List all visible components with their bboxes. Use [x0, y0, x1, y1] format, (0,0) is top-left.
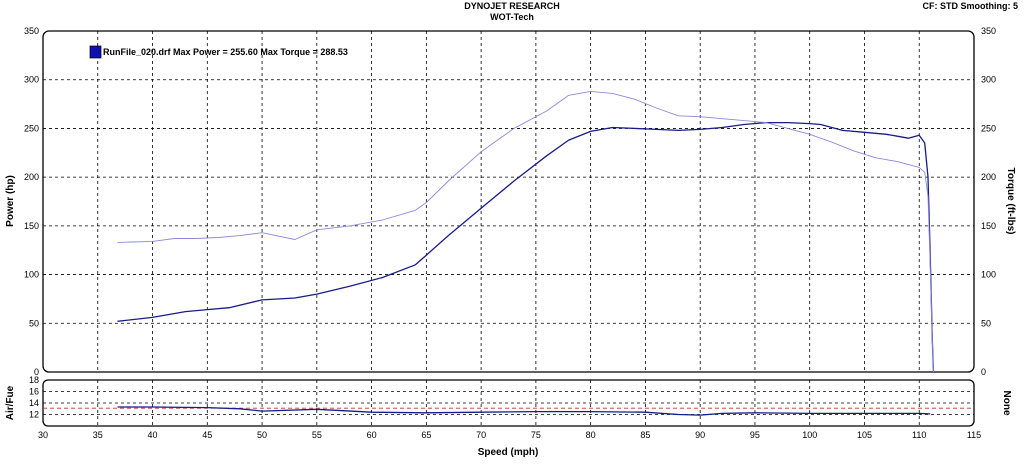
torque-tick-label: 0	[981, 367, 986, 377]
speed-tick-label: 115	[967, 430, 981, 440]
series-line-air-fuel	[117, 406, 931, 416]
speed-tick-label: 110	[912, 430, 926, 440]
power-tick-label: 200	[24, 172, 39, 182]
power-tick-label: 350	[24, 26, 39, 36]
speed-tick-label: 50	[257, 430, 267, 440]
torque-axis-ticks: 0 50 100 150 200 250 300 350	[981, 26, 996, 377]
power-torque-panel: 0 50 100 150 200 250 300 350 0 50 100 150 200 250 300…	[5, 26, 1016, 377]
power-tick-label: 150	[24, 221, 39, 231]
af-grid	[43, 380, 974, 426]
main-series	[117, 90, 935, 373]
af-tick-label: 18	[29, 375, 39, 385]
speed-tick-label: 55	[312, 430, 322, 440]
main-plot-frame	[42, 30, 975, 373]
torque-tick-label: 50	[981, 318, 991, 328]
chart-header-subtitle: WOT-Tech	[490, 12, 534, 22]
speed-tick-label: 40	[148, 430, 158, 440]
power-tick-label: 0	[34, 367, 39, 377]
af-tick-label: 12	[29, 410, 39, 420]
chart-header-title: DYNOJET RESEARCH	[464, 1, 560, 11]
series-line-torque	[117, 90, 934, 373]
torque-tick-label: 150	[981, 221, 996, 231]
series-line-power	[117, 121, 935, 373]
speed-tick-label: 70	[476, 430, 486, 440]
speed-tick-label: 35	[93, 430, 103, 440]
correction-readout: CF: STD Smoothing: 5	[922, 1, 1019, 11]
power-axis-label: Power (hp)	[5, 175, 16, 227]
torque-tick-label: 200	[981, 172, 996, 182]
speed-tick-label: 65	[421, 430, 431, 440]
power-tick-label: 50	[29, 318, 39, 328]
legend-swatch	[89, 45, 102, 59]
speed-tick-label: 95	[750, 430, 760, 440]
power-tick-label: 100	[24, 270, 39, 280]
torque-tick-label: 250	[981, 123, 996, 133]
af-tick-label: 16	[29, 387, 39, 397]
torque-axis-label: Torque (ft-lbs)	[1005, 167, 1016, 234]
speed-tick-label: 105	[857, 430, 872, 440]
speed-tick-label: 80	[586, 430, 596, 440]
speed-tick-label: 30	[38, 430, 48, 440]
power-axis-ticks: 0 50 100 150 200 250 300 350	[24, 26, 39, 377]
speed-tick-label: 45	[202, 430, 212, 440]
speed-tick-label: 60	[367, 430, 377, 440]
af-axis-label: Air/Fue	[5, 385, 16, 420]
speed-tick-label: 100	[802, 430, 817, 440]
torque-tick-label: 350	[981, 26, 996, 36]
af-tick-label: 14	[29, 398, 39, 408]
speed-axis-label: Speed (mph)	[478, 447, 539, 458]
speed-tick-label: 75	[531, 430, 541, 440]
speed-tick-label: 90	[695, 430, 705, 440]
speed-axis-ticks: 30 35 40 45 50 55 60 65 70 75 80 85 90 95 100 105 110 115	[38, 430, 981, 440]
main-grid	[43, 31, 974, 372]
power-tick-label: 250	[24, 123, 39, 133]
speed-tick-label: 85	[640, 430, 650, 440]
legend-text: RunFile_020.drf Max Power = 255.60 Max T…	[103, 47, 348, 57]
af-series	[117, 406, 931, 416]
af-right-axis-label: None	[1001, 391, 1012, 416]
power-tick-label: 300	[24, 75, 39, 85]
legend: RunFile_020.drf Max Power = 255.60 Max T…	[89, 45, 348, 59]
torque-tick-label: 100	[981, 270, 996, 280]
torque-tick-label: 300	[981, 75, 996, 85]
